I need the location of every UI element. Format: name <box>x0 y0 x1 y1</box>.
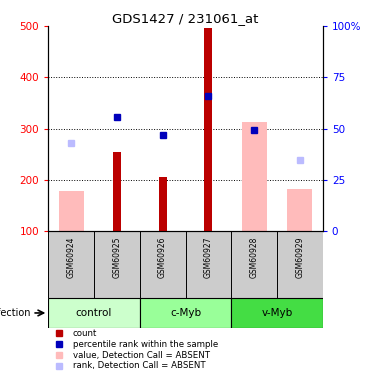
Text: GSM60924: GSM60924 <box>67 236 76 278</box>
Bar <box>204 28 213 231</box>
Text: GSM60927: GSM60927 <box>204 236 213 278</box>
Bar <box>48 298 140 328</box>
Bar <box>242 122 267 231</box>
Text: infection: infection <box>0 308 31 318</box>
Text: GSM60925: GSM60925 <box>112 236 121 278</box>
Text: count: count <box>73 329 97 338</box>
Text: v-Myb: v-Myb <box>262 308 293 318</box>
Text: c-Myb: c-Myb <box>170 308 201 318</box>
Bar <box>287 189 312 231</box>
Bar <box>59 191 84 231</box>
Text: GSM60929: GSM60929 <box>295 236 304 278</box>
Text: GSM60928: GSM60928 <box>250 236 259 278</box>
Bar <box>158 177 167 231</box>
Text: percentile rank within the sample: percentile rank within the sample <box>73 340 218 349</box>
Text: rank, Detection Call = ABSENT: rank, Detection Call = ABSENT <box>73 362 206 370</box>
Text: value, Detection Call = ABSENT: value, Detection Call = ABSENT <box>73 351 210 360</box>
Text: control: control <box>76 308 112 318</box>
Bar <box>140 298 231 328</box>
Text: GSM60926: GSM60926 <box>158 236 167 278</box>
Bar <box>113 152 121 231</box>
Title: GDS1427 / 231061_at: GDS1427 / 231061_at <box>112 12 259 25</box>
Bar <box>231 298 323 328</box>
